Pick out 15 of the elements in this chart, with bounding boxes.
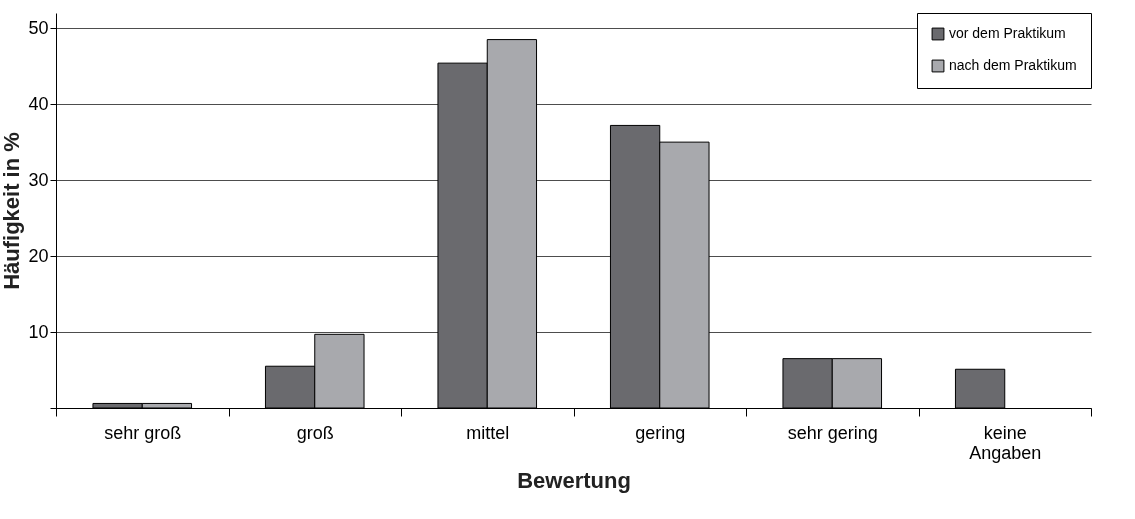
x-tick-label: sehr gering [787, 422, 878, 443]
legend-label: nach dem Praktikum [949, 57, 1077, 73]
y-tick-label: 10 [28, 321, 49, 342]
y-axis-title: Häufigkeit in % [0, 132, 25, 290]
y-tick-label: 30 [28, 169, 49, 190]
x-tick-label: keine Angaben [969, 422, 1042, 463]
y-tick-label: 20 [28, 245, 49, 266]
legend-label: vor dem Praktikum [949, 25, 1066, 41]
x-axis-title: Bewertung [517, 467, 631, 493]
x-tick-label: sehr groß [104, 422, 182, 443]
y-tick-label: 40 [28, 93, 49, 114]
y-tick-label: 50 [28, 17, 49, 38]
x-tick-label: gering [635, 422, 686, 443]
x-tick-label: mittel [466, 422, 510, 443]
x-tick-label: groß [296, 422, 334, 443]
